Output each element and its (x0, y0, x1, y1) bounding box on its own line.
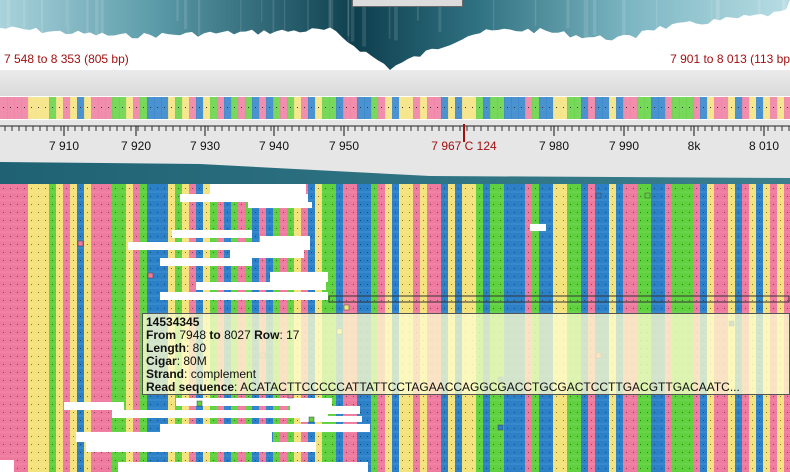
ruler-tick-label: 7 980 (538, 139, 570, 153)
read-info-tooltip: 14534345 From 7948 to 8027 Row: 17 Lengt… (142, 313, 790, 395)
read-length-value: 80 (192, 342, 207, 355)
ruler-tick-label: 8k (687, 139, 701, 153)
cursor-position-label: 7 967 C 124 (431, 139, 497, 153)
ruler-tick-label: 7 920 (120, 139, 152, 153)
coverage-detail-band (0, 160, 790, 184)
read-sequence-value: ACATACTTCCCCCATTATTCCTAGAACCAGGCGACCTGCG… (240, 381, 740, 394)
overview-range-label: 7 548 to 8 353 (805 bp) (4, 52, 129, 66)
ruler-tick-label: 8 010 (748, 139, 780, 153)
coverage-overview-graph[interactable] (0, 0, 790, 70)
read-to-value: 8027 (224, 329, 251, 342)
length-label: Length (146, 342, 186, 355)
ruler-tick-label: 7 940 (258, 139, 290, 153)
overview-range-handle[interactable] (352, 0, 463, 7)
ruler-tick-label: 7 950 (328, 139, 360, 153)
read-cigar-value: 80M (183, 355, 207, 368)
ruler-tick-label: 7 930 (189, 139, 221, 153)
ruler-tick-label: 7 990 (608, 139, 640, 153)
read-strand-value: complement (190, 368, 257, 381)
cigar-label: Cigar (146, 355, 177, 368)
visible-range-label: 7 901 to 8 013 (113 bp (670, 52, 790, 66)
to-label: to (209, 329, 221, 342)
read-from-value: 7948 (179, 329, 207, 342)
read-row-value: 17 (286, 329, 300, 342)
sequence-label: Read sequence (146, 381, 235, 394)
reference-sequence-track (0, 96, 790, 120)
read-id: 14534345 (146, 316, 200, 329)
row-label: Row (254, 329, 280, 342)
overview-separator (0, 70, 790, 96)
position-ruler[interactable]: 7 910 7 920 7 930 7 940 7 950 7 967 C 12… (0, 120, 790, 160)
ruler-tick-label: 7 910 (48, 139, 80, 153)
from-label: From (146, 329, 176, 342)
strand-label: Strand (146, 368, 185, 381)
